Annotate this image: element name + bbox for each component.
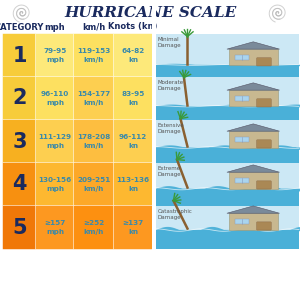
Polygon shape — [227, 206, 280, 213]
Text: 154-177
km/h: 154-177 km/h — [77, 91, 111, 106]
Bar — [156, 148, 299, 163]
Text: 130-156
mph: 130-156 mph — [38, 177, 72, 192]
Text: 1: 1 — [12, 46, 27, 65]
Bar — [229, 131, 278, 148]
FancyBboxPatch shape — [113, 206, 152, 250]
Text: Extensive
Damage: Extensive Damage — [158, 123, 184, 134]
Bar — [156, 230, 299, 249]
Text: 113-136
kn: 113-136 kn — [116, 177, 150, 192]
Polygon shape — [227, 42, 280, 49]
Bar — [235, 219, 249, 224]
Polygon shape — [227, 165, 280, 172]
Text: 119-153
km/h: 119-153 km/h — [77, 48, 111, 63]
Bar — [156, 206, 299, 249]
FancyBboxPatch shape — [35, 119, 74, 164]
Text: Moderate
Damage: Moderate Damage — [158, 80, 184, 91]
Text: 111-129
mph: 111-129 mph — [38, 134, 72, 149]
Text: 96-110
mph: 96-110 mph — [41, 91, 69, 106]
FancyBboxPatch shape — [74, 206, 115, 250]
Text: 79-95
mph: 79-95 mph — [43, 48, 67, 63]
Text: 2: 2 — [12, 88, 27, 109]
Bar — [156, 34, 299, 77]
Bar — [235, 136, 249, 142]
FancyBboxPatch shape — [256, 222, 271, 230]
Bar — [152, 0, 156, 300]
Text: km/h: km/h — [82, 22, 106, 32]
Text: 96-112
kn: 96-112 kn — [119, 134, 147, 149]
FancyBboxPatch shape — [2, 76, 37, 121]
Text: Knots (kn): Knots (kn) — [108, 22, 158, 32]
FancyBboxPatch shape — [113, 163, 152, 206]
Text: ≥137
kn: ≥137 kn — [122, 220, 144, 235]
Bar — [229, 90, 278, 106]
Bar — [156, 77, 299, 120]
FancyBboxPatch shape — [74, 119, 115, 164]
FancyBboxPatch shape — [74, 163, 115, 206]
FancyBboxPatch shape — [74, 76, 115, 121]
Bar — [156, 163, 299, 206]
FancyBboxPatch shape — [113, 119, 152, 164]
Text: 3: 3 — [12, 131, 27, 152]
Text: 209-251
km/h: 209-251 km/h — [77, 177, 111, 192]
Bar — [229, 172, 278, 188]
FancyBboxPatch shape — [35, 206, 74, 250]
Text: 178-208
km/h: 178-208 km/h — [77, 134, 111, 149]
Text: Catastrophic
Damage: Catastrophic Damage — [158, 209, 193, 220]
Text: HURRICANE SCALE: HURRICANE SCALE — [64, 6, 236, 20]
Text: Extreme
Damage: Extreme Damage — [158, 166, 181, 177]
Text: CATEGORY: CATEGORY — [0, 22, 44, 32]
FancyBboxPatch shape — [35, 34, 74, 77]
FancyBboxPatch shape — [35, 76, 74, 121]
Text: Minimal
Damage: Minimal Damage — [158, 37, 181, 48]
FancyBboxPatch shape — [113, 76, 152, 121]
FancyBboxPatch shape — [256, 140, 271, 148]
Text: mph: mph — [45, 22, 65, 32]
Bar — [235, 55, 249, 60]
Text: ≥157
mph: ≥157 mph — [44, 220, 66, 235]
Text: ≥252
km/h: ≥252 km/h — [83, 220, 105, 235]
FancyBboxPatch shape — [113, 34, 152, 77]
Bar — [156, 189, 299, 206]
Text: 64-82
kn: 64-82 kn — [122, 48, 145, 63]
Text: 5: 5 — [12, 218, 27, 238]
Bar — [156, 120, 299, 163]
Bar — [229, 213, 278, 230]
Text: 83-95
kn: 83-95 kn — [121, 91, 145, 106]
Bar — [229, 49, 278, 65]
Circle shape — [37, 82, 153, 198]
Bar — [235, 95, 249, 101]
Polygon shape — [227, 124, 280, 131]
Text: 4: 4 — [12, 175, 27, 194]
FancyBboxPatch shape — [256, 58, 271, 66]
Bar — [156, 65, 299, 77]
Bar — [235, 178, 249, 183]
FancyBboxPatch shape — [2, 34, 37, 77]
Bar — [156, 106, 299, 120]
FancyBboxPatch shape — [35, 163, 74, 206]
FancyBboxPatch shape — [74, 34, 115, 77]
Polygon shape — [227, 83, 280, 90]
FancyBboxPatch shape — [2, 119, 37, 164]
FancyBboxPatch shape — [256, 99, 271, 107]
FancyBboxPatch shape — [2, 163, 37, 206]
FancyBboxPatch shape — [256, 181, 271, 189]
FancyBboxPatch shape — [2, 206, 37, 250]
